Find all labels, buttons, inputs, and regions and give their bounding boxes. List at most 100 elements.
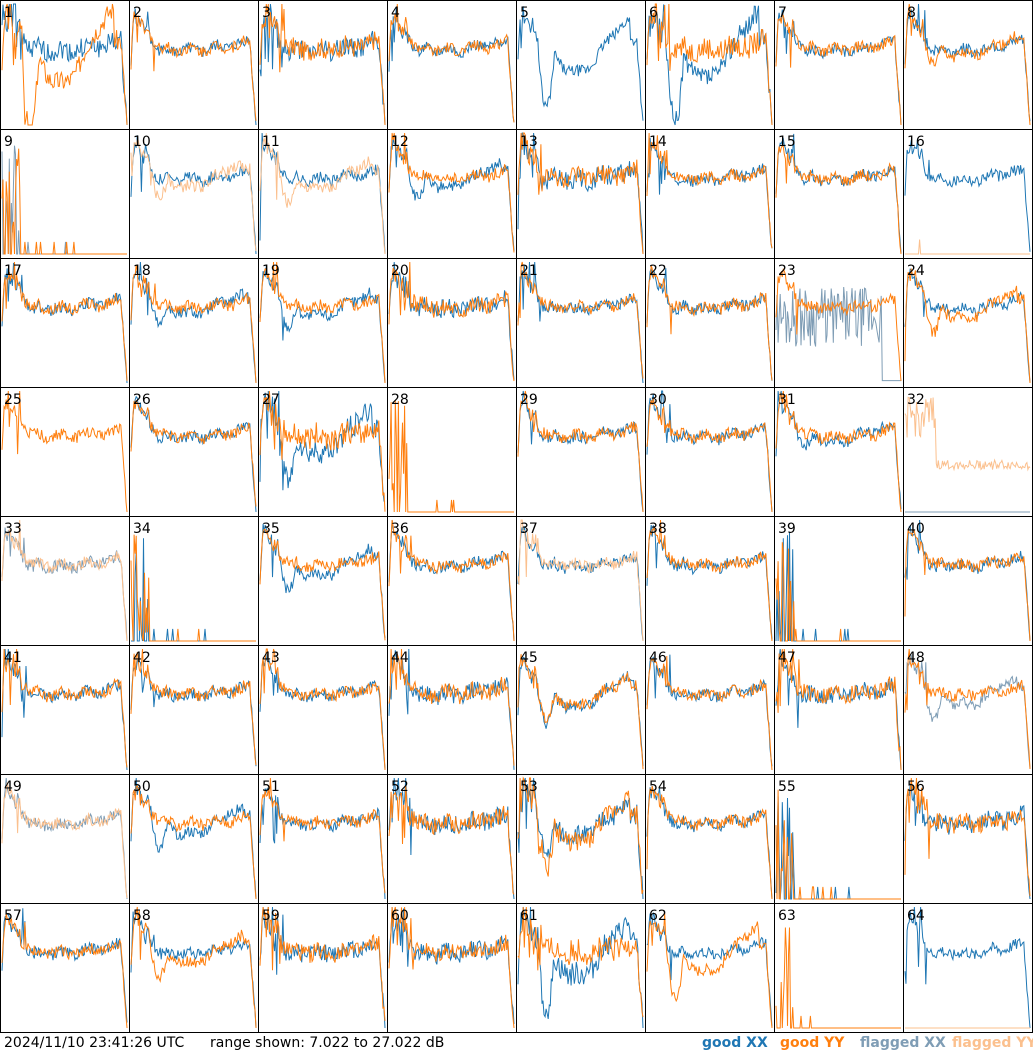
panel-label: 6 — [649, 5, 658, 21]
panel-14: 14 — [645, 129, 775, 259]
panel-56: 56 — [903, 774, 1033, 904]
panel-frame — [516, 0, 646, 130]
spectrum-yy-41 — [1, 648, 128, 768]
spectrum-xx-16 — [904, 138, 1031, 252]
panel-4: 4 — [387, 0, 517, 130]
spectrum-yy-37 — [517, 519, 644, 642]
spectrum-yy-26 — [130, 399, 257, 507]
panel-label: 7 — [778, 5, 787, 21]
spectrum-yy-58 — [130, 906, 257, 1029]
panel-label: 13 — [520, 134, 538, 150]
spectrum-xx-3 — [259, 3, 386, 126]
spectrum-yy-55 — [775, 789, 901, 900]
panel-29: 29 — [516, 387, 646, 517]
spectrum-yy-31 — [775, 390, 902, 513]
panel-3: 3 — [258, 0, 388, 130]
spectrum-yy-59 — [259, 906, 386, 1021]
spectrum-xx-36 — [388, 519, 515, 642]
legend-flagged-yy: flagged YY — [952, 1035, 1033, 1051]
panel-23: 23 — [774, 258, 904, 388]
spectrum-xx-29 — [517, 390, 644, 513]
panel-label: 18 — [133, 263, 151, 279]
spectrum-xx-41 — [1, 648, 128, 771]
spectrum-xx-21 — [517, 261, 644, 384]
spectrum-yy-60 — [388, 906, 515, 1029]
panel-10: 10 — [129, 129, 259, 259]
panel-label: 44 — [391, 650, 409, 666]
spectrum-xx-26 — [130, 395, 257, 513]
panel-label: 53 — [520, 779, 538, 795]
spectrum-xx-4 — [388, 7, 515, 123]
spectrum-yy-18 — [130, 264, 257, 384]
spectrum-yy-33 — [1, 519, 128, 642]
panel-8: 8 — [903, 0, 1033, 130]
spectrum-xx-64 — [904, 906, 1031, 1029]
spectrum-xx-1 — [1, 3, 128, 126]
spectrum-xx-54 — [646, 786, 773, 900]
spectrum-xx-44 — [388, 648, 515, 770]
legend-flagged-xx: flagged XX — [860, 1035, 946, 1051]
spectrum-xx-45 — [517, 656, 644, 767]
panel-62: 62 — [645, 903, 775, 1033]
spectrum-xx-51 — [259, 787, 386, 900]
panel-30: 30 — [645, 387, 775, 517]
spectrum-yy-7 — [775, 12, 902, 126]
spectrum-xx-33 — [1, 527, 128, 642]
spectrum-xx-43 — [259, 653, 386, 769]
panel-18: 18 — [129, 258, 259, 388]
spectrum-yy-8 — [904, 3, 1031, 126]
panel-37: 37 — [516, 516, 646, 646]
spectrum-xx-12 — [388, 138, 515, 252]
panel-35: 35 — [258, 516, 388, 646]
spectrum-yy-61 — [517, 906, 644, 1018]
panel-32: 32 — [903, 387, 1033, 517]
spectrum-xx-35 — [259, 523, 386, 639]
spectrum-yy-40 — [904, 528, 1031, 642]
panel-label: 46 — [649, 650, 667, 666]
spectrum-xx-20 — [388, 261, 515, 380]
spectrum-yy-28 — [388, 400, 514, 513]
panel-12: 12 — [387, 129, 517, 259]
panel-label: 59 — [262, 908, 280, 924]
panel-label: 9 — [4, 134, 13, 150]
spectrum-yy-32 — [904, 396, 1031, 472]
panel-label: 57 — [4, 908, 22, 924]
panel-59: 59 — [258, 903, 388, 1033]
spectrum-yy-15 — [775, 144, 902, 255]
panel-label: 37 — [520, 521, 538, 537]
spectrum-yy-62 — [646, 913, 773, 1029]
panel-38: 38 — [645, 516, 775, 646]
spectrum-xx-23 — [775, 286, 901, 382]
spectrum-xx-30 — [646, 390, 773, 513]
panel-54: 54 — [645, 774, 775, 904]
panel-52: 52 — [387, 774, 517, 904]
spectrum-yy-4 — [388, 3, 515, 123]
spectrum-xx-6 — [646, 4, 773, 126]
panel-label: 64 — [907, 908, 925, 924]
legend-good-xx: good XX — [702, 1035, 768, 1051]
panel-frame — [258, 0, 388, 130]
spectrum-xx-40 — [904, 519, 1031, 642]
spectrum-xx-46 — [646, 654, 773, 767]
spectrum-yy-27 — [259, 390, 386, 512]
panel-5: 5 — [516, 0, 646, 130]
spectrum-yy-57 — [1, 913, 128, 1029]
panel-label: 35 — [262, 521, 280, 537]
panel-26: 26 — [129, 387, 259, 517]
panel-label: 12 — [391, 134, 409, 150]
spectrum-yy-2 — [130, 11, 257, 121]
panel-49: 49 — [0, 774, 130, 904]
spectrum-xx-52 — [388, 777, 515, 900]
spectrum-xx-55 — [775, 796, 901, 900]
panel-46: 46 — [645, 645, 775, 775]
spectrum-yy-51 — [259, 777, 386, 894]
panel-42: 42 — [129, 645, 259, 775]
spectrum-yy-10 — [130, 138, 257, 251]
spectrum-yy-6 — [646, 3, 773, 126]
spectrum-xx-7 — [775, 9, 902, 126]
panel-25: 25 — [0, 387, 130, 517]
panel-6: 6 — [645, 0, 775, 130]
spectrum-xx-50 — [130, 777, 257, 900]
panel-44: 44 — [387, 645, 517, 775]
panel-label: 58 — [133, 908, 151, 924]
